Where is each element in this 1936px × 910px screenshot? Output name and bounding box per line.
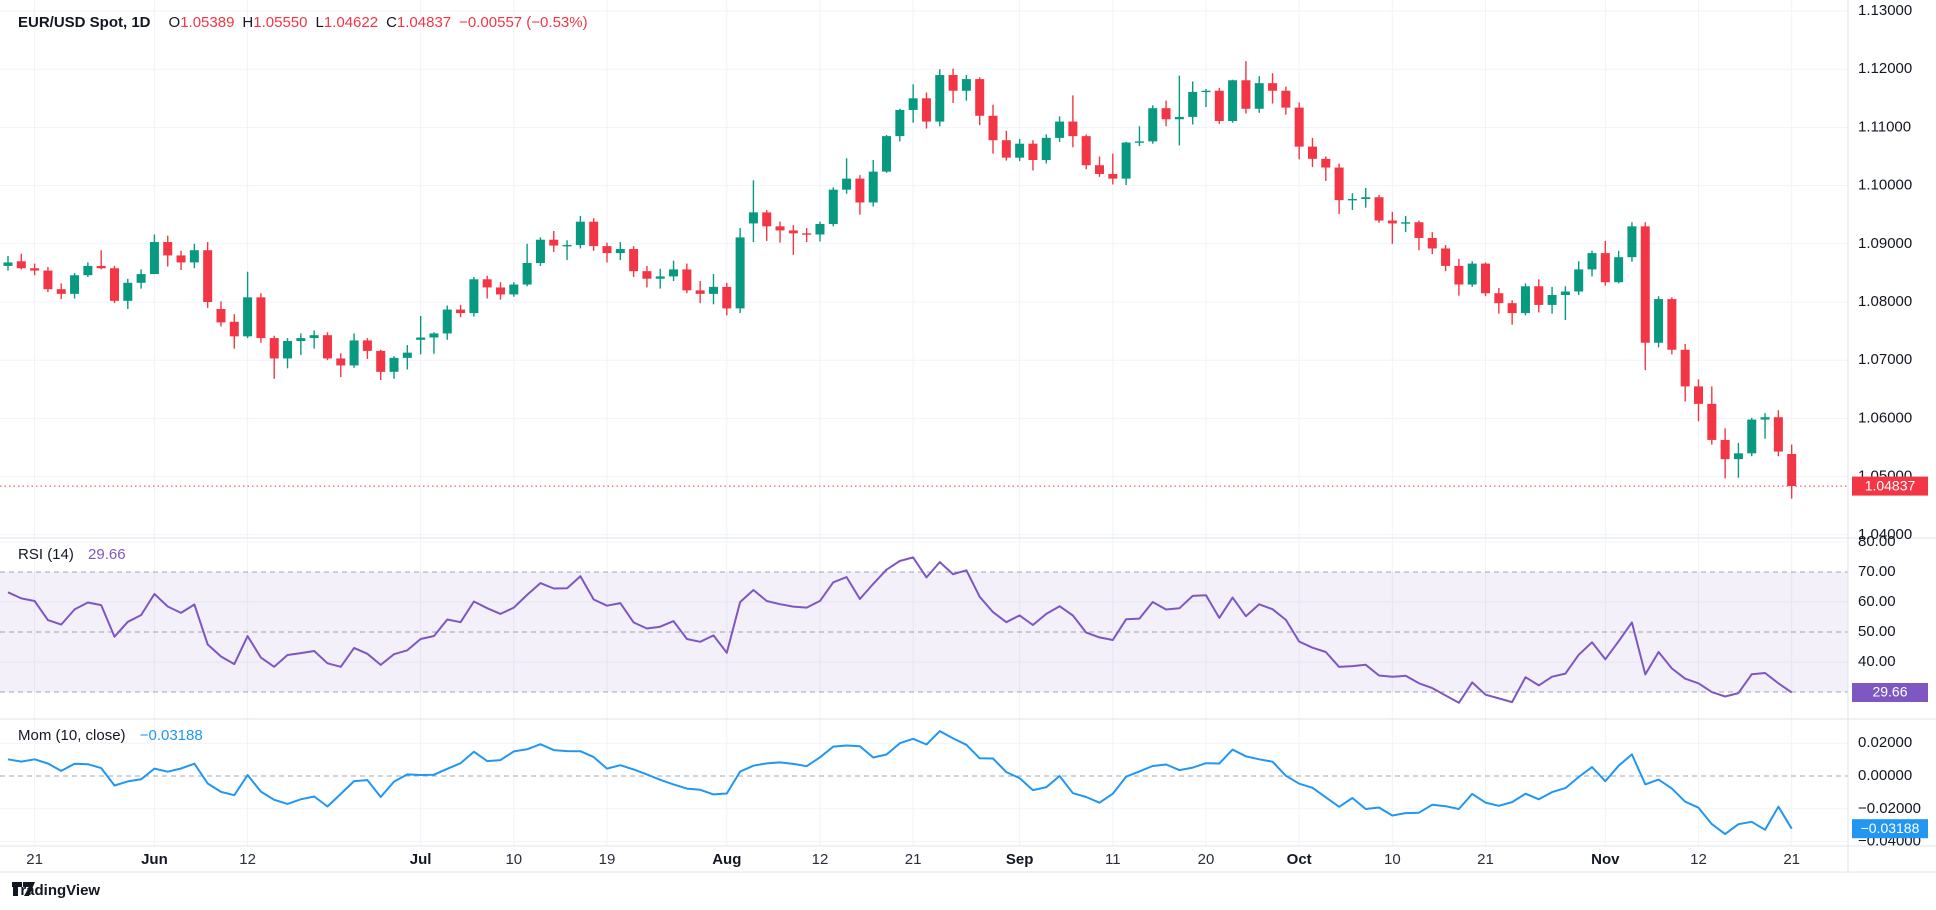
pane-borders xyxy=(0,0,1936,873)
indicator-level-lines xyxy=(0,571,1848,777)
ohlc-c-value: 1.04837 xyxy=(396,14,452,31)
ohlc-c-label: C xyxy=(386,14,397,31)
svg-text:Aug: Aug xyxy=(712,851,741,868)
rsi-line[interactable] xyxy=(7,556,1793,704)
rsi-label[interactable]: RSI xyxy=(18,546,44,563)
candlestick-series[interactable] xyxy=(3,61,1797,499)
svg-text:70.00: 70.00 xyxy=(1858,563,1896,580)
svg-text:Jun: Jun xyxy=(141,851,168,868)
rsi-value-badge: 29.66 xyxy=(1852,682,1928,702)
svg-text:0.02000: 0.02000 xyxy=(1858,734,1912,751)
ohlc-l-label: L xyxy=(315,14,324,31)
tradingview-logo-text: TradingView xyxy=(12,882,101,899)
svg-text:Sep: Sep xyxy=(1006,851,1034,868)
svg-text:40.00: 40.00 xyxy=(1858,653,1896,670)
rsi-params: (14) xyxy=(47,546,74,563)
svg-text:12: 12 xyxy=(239,851,256,868)
svg-text:1.09000: 1.09000 xyxy=(1858,235,1912,252)
svg-text:1.07000: 1.07000 xyxy=(1858,351,1912,368)
svg-text:29.66: 29.66 xyxy=(1872,684,1907,700)
symbol-title[interactable]: EUR/USD Spot, 1D xyxy=(18,14,151,31)
svg-text:10: 10 xyxy=(505,851,522,868)
momentum-value: −0.03188 xyxy=(139,727,203,744)
ohlc-h-value: 1.05550 xyxy=(253,14,308,31)
tradingview-logo-icon xyxy=(12,882,35,896)
ohlc-l-value: 1.04622 xyxy=(323,14,379,31)
svg-text:Jul: Jul xyxy=(410,851,432,868)
change-value: −0.00557 (−0.53%) xyxy=(459,14,588,31)
svg-text:21: 21 xyxy=(1477,851,1494,868)
svg-text:1.10000: 1.10000 xyxy=(1858,177,1912,194)
tradingview-logo[interactable]: TradingView xyxy=(12,882,100,899)
time-axis[interactable]: 21 Jun 12 Jul 10 19 Aug 12 21 Sep 11 20 Oct 10 21 Nov 12… xyxy=(26,851,1800,868)
svg-text:0.00000: 0.00000 xyxy=(1858,767,1912,784)
svg-text:Nov: Nov xyxy=(1591,851,1620,868)
svg-text:80.00: 80.00 xyxy=(1858,533,1896,550)
svg-text:60.00: 60.00 xyxy=(1858,593,1896,610)
svg-text:10: 10 xyxy=(1384,851,1401,868)
ohlc-o-label: O xyxy=(168,14,181,31)
rsi-legend: RSI (14) 29.66 xyxy=(18,546,126,563)
last-price-badge: 1.04837 xyxy=(1852,476,1928,496)
symbol-legend: EUR/USD Spot, 1D O1.05389 H1.05550 L1.04622… xyxy=(18,14,588,31)
ohlc-o-value: 1.05389 xyxy=(180,14,235,31)
momentum-legend: Mom (10, close) −0.03188 xyxy=(18,727,203,744)
svg-text:21: 21 xyxy=(905,851,922,868)
svg-text:−0.02000: −0.02000 xyxy=(1858,800,1921,817)
momentum-value-badge: −0.03188 xyxy=(1852,819,1928,839)
svg-text:Oct: Oct xyxy=(1287,851,1312,868)
momentum-line[interactable] xyxy=(7,730,1793,836)
ohlc-values: O1.05389 H1.05550 L1.04622 C1.04837 xyxy=(161,14,452,31)
svg-text:1.06000: 1.06000 xyxy=(1858,409,1912,426)
price-axis[interactable]: 1.13000 1.12000 1.11000 1.10000 1.09000 1.080… xyxy=(1852,2,1928,850)
svg-text:1.08000: 1.08000 xyxy=(1858,293,1912,310)
ohlc-h-label: H xyxy=(242,14,254,31)
svg-text:1.13000: 1.13000 xyxy=(1858,2,1912,19)
svg-text:19: 19 xyxy=(599,851,616,868)
svg-text:1.04837: 1.04837 xyxy=(1865,477,1916,493)
gridlines xyxy=(0,0,1848,846)
svg-text:1.04000: 1.04000 xyxy=(1858,526,1912,543)
momentum-label[interactable]: Mom (10, close) xyxy=(18,727,126,744)
svg-text:21: 21 xyxy=(26,851,43,868)
svg-text:11: 11 xyxy=(1105,851,1121,868)
rsi-value: 29.66 xyxy=(88,546,126,563)
svg-text:12: 12 xyxy=(1690,851,1707,868)
svg-text:12: 12 xyxy=(812,851,829,868)
svg-text:−0.03188: −0.03188 xyxy=(1861,820,1920,836)
svg-text:1.11000: 1.11000 xyxy=(1858,118,1911,135)
svg-text:1.12000: 1.12000 xyxy=(1858,60,1912,77)
svg-text:50.00: 50.00 xyxy=(1858,623,1896,640)
svg-text:21: 21 xyxy=(1783,851,1800,868)
svg-text:20: 20 xyxy=(1198,851,1215,868)
